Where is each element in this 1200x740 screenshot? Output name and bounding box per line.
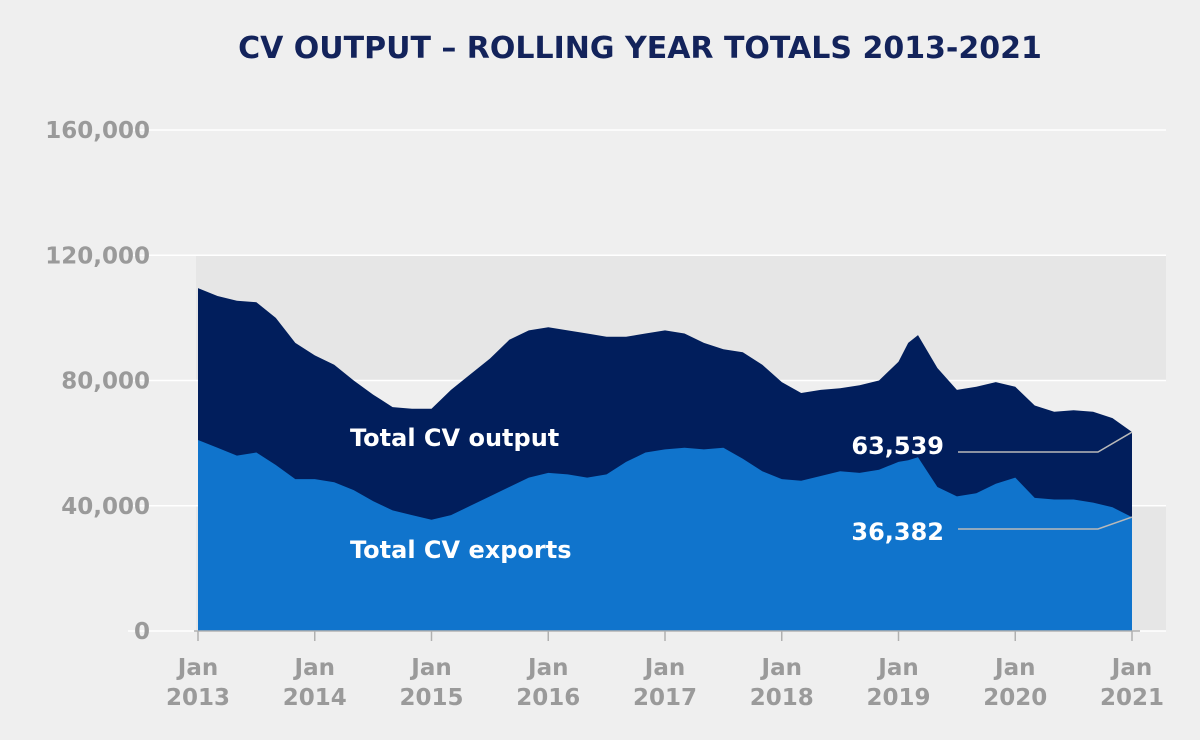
x-tick-label-month: Jan xyxy=(176,655,218,681)
x-tick-label-year: 2019 xyxy=(866,685,930,711)
x-tick-label-month: Jan xyxy=(876,655,918,681)
series-labels: Total CV output Total CV exports 63,539 36,… xyxy=(350,424,1133,564)
series-label-output: Total CV output xyxy=(350,424,559,452)
y-tick-label: 120,000 xyxy=(45,243,150,269)
x-tick-label-year: 2013 xyxy=(166,685,230,711)
y-tick-label: 0 xyxy=(134,619,150,645)
x-tick-label-year: 2021 xyxy=(1100,685,1164,711)
y-tick-label: 160,000 xyxy=(45,118,150,144)
x-tick-label-month: Jan xyxy=(760,655,802,681)
end-label-output-leader-line xyxy=(958,431,1133,453)
x-axis-ticks: Jan 2013 Jan 2014 Jan 2015 Jan 2016 Jan 2017 Jan 20… xyxy=(166,631,1164,711)
series-areas xyxy=(198,288,1132,631)
end-label-exports-leader-line xyxy=(958,516,1133,530)
y-tick-label: 40,000 xyxy=(61,494,150,520)
x-tick-label-year: 2018 xyxy=(750,685,814,711)
chart-title: CV OUTPUT – ROLLING YEAR TOTALS 2013-202… xyxy=(238,31,1042,66)
plot-band xyxy=(196,130,1166,256)
y-axis-ticks: 0 40,000 80,000 120,000 160,000 xyxy=(45,118,150,645)
x-tick-label-year: 2016 xyxy=(516,685,580,711)
x-tick-label-year: 2020 xyxy=(983,685,1047,711)
end-label-output-value: 63,539 xyxy=(851,432,944,460)
x-tick-label-month: Jan xyxy=(526,655,568,681)
x-tick-label-month: Jan xyxy=(643,655,685,681)
x-tick-label-year: 2015 xyxy=(399,685,463,711)
area-total-cv-exports xyxy=(198,440,1132,631)
series-label-exports: Total CV exports xyxy=(350,536,571,564)
y-tick-label: 80,000 xyxy=(61,369,150,395)
x-tick-label-month: Jan xyxy=(1110,655,1152,681)
x-tick-label-month: Jan xyxy=(993,655,1035,681)
x-tick-label-month: Jan xyxy=(409,655,451,681)
x-tick-label-year: 2014 xyxy=(283,685,347,711)
x-tick-label-year: 2017 xyxy=(633,685,697,711)
x-tick-label-month: Jan xyxy=(293,655,335,681)
end-label-exports-value: 36,382 xyxy=(851,518,944,546)
